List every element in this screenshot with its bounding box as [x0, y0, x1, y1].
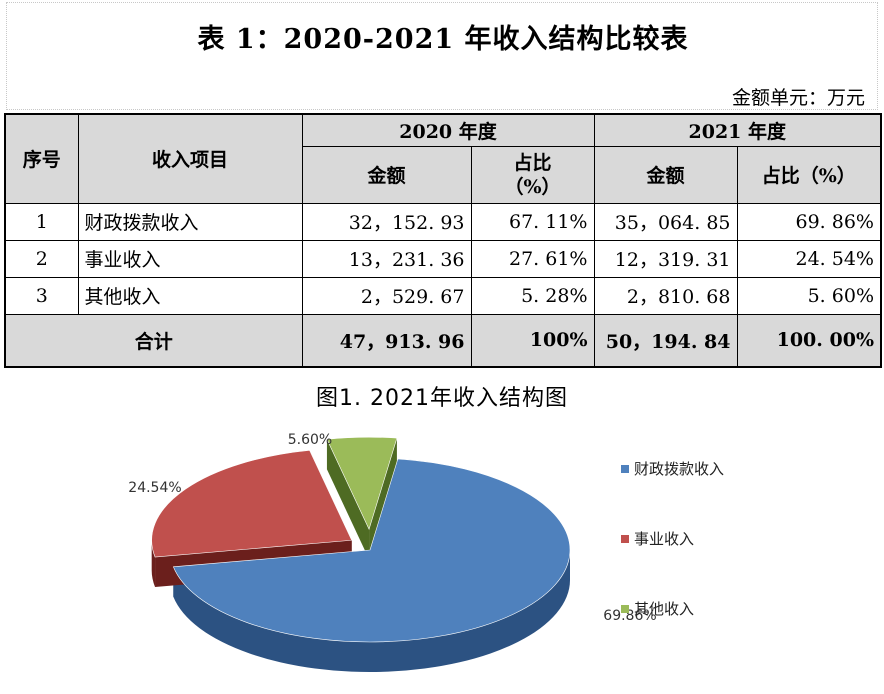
- pie-slice-fiscal: [172, 458, 571, 643]
- cell-seq: 3: [4, 276, 79, 315]
- cell-amount-2021: 35，064. 85: [593, 202, 738, 241]
- legend-label: 事业收入: [634, 530, 694, 548]
- header-ratio-2021: 占比（%）: [736, 145, 882, 204]
- header-year-2020: 2020 年度: [301, 113, 595, 147]
- title-box: 表 1：2020-2021 年收入结构比较表 金额单元：万元: [6, 2, 878, 110]
- total-ratio-2021: 100. 00%: [736, 313, 882, 368]
- cell-amount-2020: 32，152. 93: [301, 202, 472, 241]
- pie-slice-other: [326, 436, 398, 531]
- total-amount-2021: 50，194. 84: [593, 313, 738, 368]
- income-structure-table: 序号 收入项目 2020 年度 2021 年度 金额 占比 （%） 金额 占比（…: [4, 113, 882, 368]
- total-amount-2020: 47，913. 96: [301, 313, 472, 368]
- legend-item: 财政拨款收入: [621, 460, 724, 478]
- data-label-other: 5.60%: [288, 432, 332, 448]
- total-label: 合计: [4, 313, 303, 368]
- table-row: 1 财政拨款收入 32，152. 93 67. 11% 35，064. 85 6…: [4, 202, 882, 241]
- cell-item: 财政拨款收入: [77, 202, 303, 241]
- data-label-fiscal: 69.86%: [603, 608, 656, 624]
- header-seq: 序号: [4, 113, 79, 204]
- legend-swatch: [621, 605, 629, 613]
- data-label-business: 24.54%: [128, 480, 181, 496]
- legend-item: 事业收入: [621, 530, 694, 548]
- header-item: 收入项目: [77, 113, 303, 204]
- header-amount-2020: 金额: [301, 145, 472, 204]
- header-ratio-2020: 占比 （%）: [470, 145, 595, 204]
- header-year-2021: 2021 年度: [593, 113, 882, 147]
- pie-slice-other-side: [326, 438, 397, 560]
- cell-ratio-2021: 24. 54%: [736, 239, 882, 278]
- table-row: 2 事业收入 13，231. 36 27. 61% 12，319. 31 24.…: [4, 239, 882, 278]
- cell-ratio-2020: 67. 11%: [470, 202, 595, 241]
- total-row: 合计 47，913. 96 100% 50，194. 84 100. 00%: [4, 313, 882, 368]
- header-ratio-2020-line1: 占比: [513, 151, 552, 174]
- cell-ratio-2020: 27. 61%: [470, 239, 595, 278]
- table-title: 表 1：2020-2021 年收入结构比较表: [197, 24, 689, 55]
- chart-title: 图1. 2021年收入结构图: [316, 386, 568, 411]
- legend-item: 其他收入: [621, 600, 694, 618]
- cell-seq: 1: [4, 202, 79, 241]
- cell-amount-2020: 13，231. 36: [301, 239, 472, 278]
- cell-amount-2020: 2，529. 67: [301, 276, 472, 315]
- cell-item: 事业收入: [77, 239, 303, 278]
- legend-swatch: [621, 535, 629, 543]
- cell-ratio-2020: 5. 28%: [470, 276, 595, 315]
- cell-seq: 2: [4, 239, 79, 278]
- cell-amount-2021: 12，319. 31: [593, 239, 738, 278]
- unit-label: 金额单元：万元: [731, 87, 865, 109]
- total-ratio-2020: 100%: [470, 313, 595, 368]
- cell-ratio-2021: 5. 60%: [736, 276, 882, 315]
- header-ratio-2020-line2: （%）: [504, 175, 561, 198]
- header-amount-2021: 金额: [593, 145, 738, 204]
- legend-label: 财政拨款收入: [634, 460, 724, 478]
- legend-swatch: [621, 465, 629, 473]
- table-row: 3 其他收入 2，529. 67 5. 28% 2，810. 68 5. 60%: [4, 276, 882, 315]
- cell-amount-2021: 2，810. 68: [593, 276, 738, 315]
- pie-slice-business: [151, 449, 353, 558]
- cell-item: 其他收入: [77, 276, 303, 315]
- legend-label: 其他收入: [634, 600, 694, 618]
- cell-ratio-2021: 69. 86%: [736, 202, 882, 241]
